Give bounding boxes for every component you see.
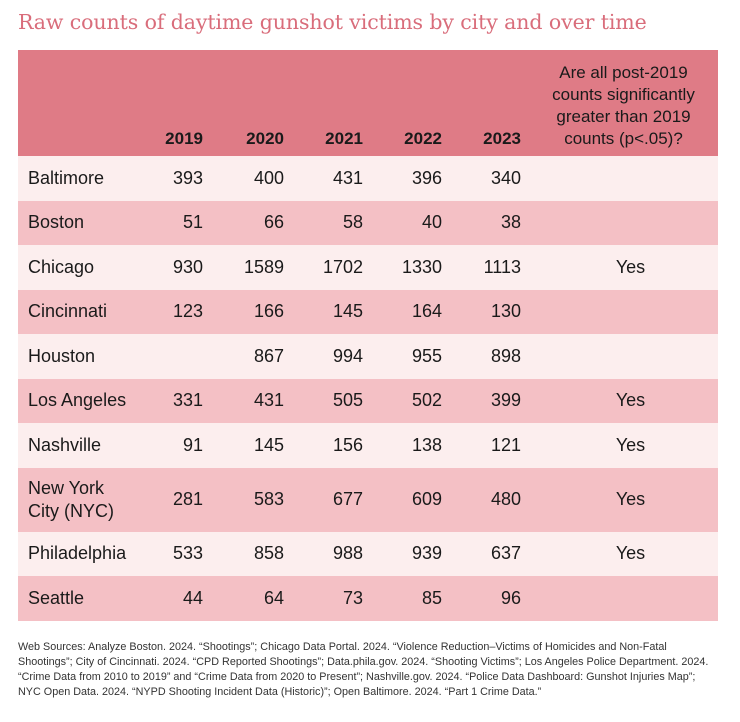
count-cell: 393 <box>172 167 203 188</box>
city-name: Chicago <box>28 256 95 277</box>
header-year: 2023 <box>483 129 521 148</box>
count-cell: 40 <box>421 212 442 233</box>
count-cell: 677 <box>332 489 363 509</box>
count-cell: 533 <box>172 543 203 564</box>
count-cell: 64 <box>263 587 284 608</box>
table-row: Houston 867 994 955 898 <box>18 334 718 379</box>
count-cell: 51 <box>182 212 203 233</box>
count-cell: 66 <box>263 212 284 233</box>
significance-cell: Yes <box>615 390 646 411</box>
significance-cell <box>529 576 718 621</box>
count-cell: 96 <box>500 587 521 608</box>
data-table: 2019 2020 2021 2022 2023 Are all post-20… <box>18 50 718 621</box>
table-row: Los Angeles 331 431 505 502 399 Yes <box>18 378 718 423</box>
table-body: Baltimore 393 400 431 396 340 Boston 51 66 58 40 38… <box>18 156 718 621</box>
table-row: New York City (NYC) 281 583 677 609 480 Yes <box>18 467 718 532</box>
table-row: Nashville 91 145 156 138 121 Yes <box>18 423 718 468</box>
count-cell: 58 <box>342 212 363 233</box>
count-cell: 396 <box>411 167 442 188</box>
count-cell: 399 <box>490 390 521 411</box>
significance-cell <box>529 156 718 201</box>
table-row: Seattle 44 64 73 85 96 <box>18 576 718 621</box>
count-cell: 91 <box>182 434 203 455</box>
count-cell: 164 <box>411 301 442 322</box>
header-year: 2022 <box>404 129 442 148</box>
count-cell: 38 <box>500 212 521 233</box>
count-cell: 73 <box>342 587 363 608</box>
count-cell: 44 <box>182 587 203 608</box>
count-cell: 400 <box>253 167 284 188</box>
city-name: Baltimore <box>28 167 105 188</box>
header-year: 2021 <box>325 129 363 148</box>
count-cell: 505 <box>332 390 363 411</box>
count-cell: 145 <box>332 301 363 322</box>
header-row: 2019 2020 2021 2022 2023 Are all post-20… <box>18 50 718 156</box>
header-significance: Are all post-2019 counts significantly g… <box>552 63 695 148</box>
count-cell: 145 <box>253 434 284 455</box>
significance-cell: Yes <box>615 543 646 564</box>
table-row: Philadelphia 533 858 988 939 637 Yes <box>18 531 718 576</box>
city-name: Cincinnati <box>28 301 108 322</box>
city-name: Nashville <box>28 434 102 455</box>
table-row: Cincinnati 123 166 145 164 130 <box>18 289 718 335</box>
count-cell: 858 <box>253 543 284 564</box>
table-row: Chicago 930 1589 1702 1330 1113 Yes <box>18 245 718 290</box>
count-cell: 166 <box>253 301 284 322</box>
count-cell: 502 <box>411 390 442 411</box>
count-cell: 130 <box>490 301 521 322</box>
count-cell: 637 <box>490 543 521 564</box>
count-cell: 1113 <box>483 256 521 277</box>
count-cell: 156 <box>332 434 363 455</box>
header-year: 2019 <box>165 129 203 148</box>
count-cell: 609 <box>411 489 442 509</box>
count-cell: 431 <box>332 167 363 188</box>
city-name: Boston <box>28 212 85 233</box>
count-cell: 480 <box>490 489 521 509</box>
significance-cell <box>529 201 718 246</box>
table-row: Boston 51 66 58 40 38 <box>18 200 718 246</box>
city-name: New York City (NYC) <box>28 477 114 521</box>
count-cell: 583 <box>253 489 284 509</box>
count-cell: 121 <box>490 434 521 455</box>
count-cell: 85 <box>421 587 442 608</box>
count-cell: 340 <box>490 167 521 188</box>
count-cell: 939 <box>411 543 442 564</box>
header-city <box>18 50 138 156</box>
significance-cell: Yes <box>615 489 646 509</box>
count-cell: 138 <box>411 434 442 455</box>
city-name: Philadelphia <box>28 543 127 564</box>
count-cell: 994 <box>332 345 363 366</box>
count-cell: 281 <box>172 489 203 509</box>
count-cell: 331 <box>172 390 203 411</box>
city-name: Houston <box>28 345 96 366</box>
city-name: Los Angeles <box>28 390 127 411</box>
count-cell: 955 <box>411 345 442 366</box>
significance-cell <box>529 334 718 379</box>
count-cell <box>138 334 211 379</box>
count-cell: 431 <box>253 390 284 411</box>
count-cell: 123 <box>172 301 203 322</box>
significance-cell: Yes <box>615 434 646 455</box>
sources-footnote: Web Sources: Analyze Boston. 2024. “Shoo… <box>18 641 709 698</box>
table-row: Baltimore 393 400 431 396 340 <box>18 156 718 201</box>
count-cell: 867 <box>253 345 284 366</box>
significance-cell: Yes <box>615 256 646 277</box>
count-cell: 1330 <box>401 256 442 277</box>
city-name: Seattle <box>28 587 85 608</box>
count-cell: 898 <box>490 345 521 366</box>
count-cell: 930 <box>172 256 203 277</box>
chart-title: Raw counts of daytime gunshot victims by… <box>18 10 647 34</box>
header-year: 2020 <box>246 129 284 148</box>
significance-cell <box>529 290 718 335</box>
count-cell: 988 <box>332 543 363 564</box>
count-cell: 1589 <box>243 256 284 277</box>
count-cell: 1702 <box>322 256 363 277</box>
